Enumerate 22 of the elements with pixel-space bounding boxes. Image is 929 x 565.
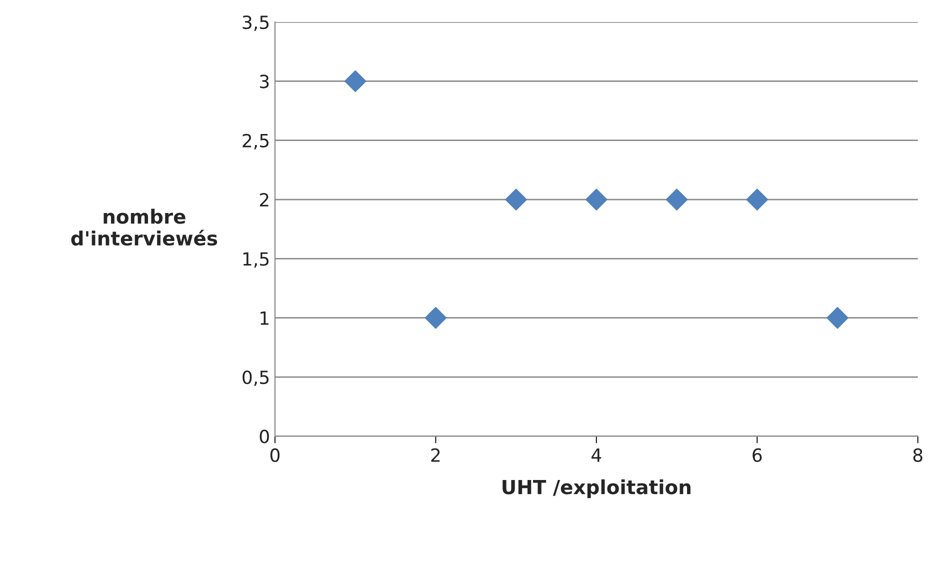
point [666,188,688,210]
y-axis-title: nombre d'interviewés [71,208,218,246]
x-tick-label: 8 [913,448,922,462]
y-tick-label: 2 [260,192,268,206]
x-tick-label: 6 [752,448,762,462]
y-tick-label: 3,5 [242,15,269,31]
y-tick-label: 0,5 [242,370,269,386]
point [344,70,366,92]
point [586,188,608,210]
point [826,306,848,329]
point [746,188,768,210]
x-tick-label: 2 [431,448,440,462]
x-tick-label: 0 [270,448,280,462]
y-tick-label: 1 [260,312,268,325]
x-axis-title: UHT /exploitation [502,479,690,498]
y-tick-label: 1,5 [243,252,269,268]
point [424,306,447,329]
x-tick-label: 4 [592,448,602,462]
y-tick-label: 2,5 [242,134,269,150]
point [505,188,527,210]
y-tick-label: 3 [260,74,269,88]
y-tick-label: 0 [260,430,269,444]
